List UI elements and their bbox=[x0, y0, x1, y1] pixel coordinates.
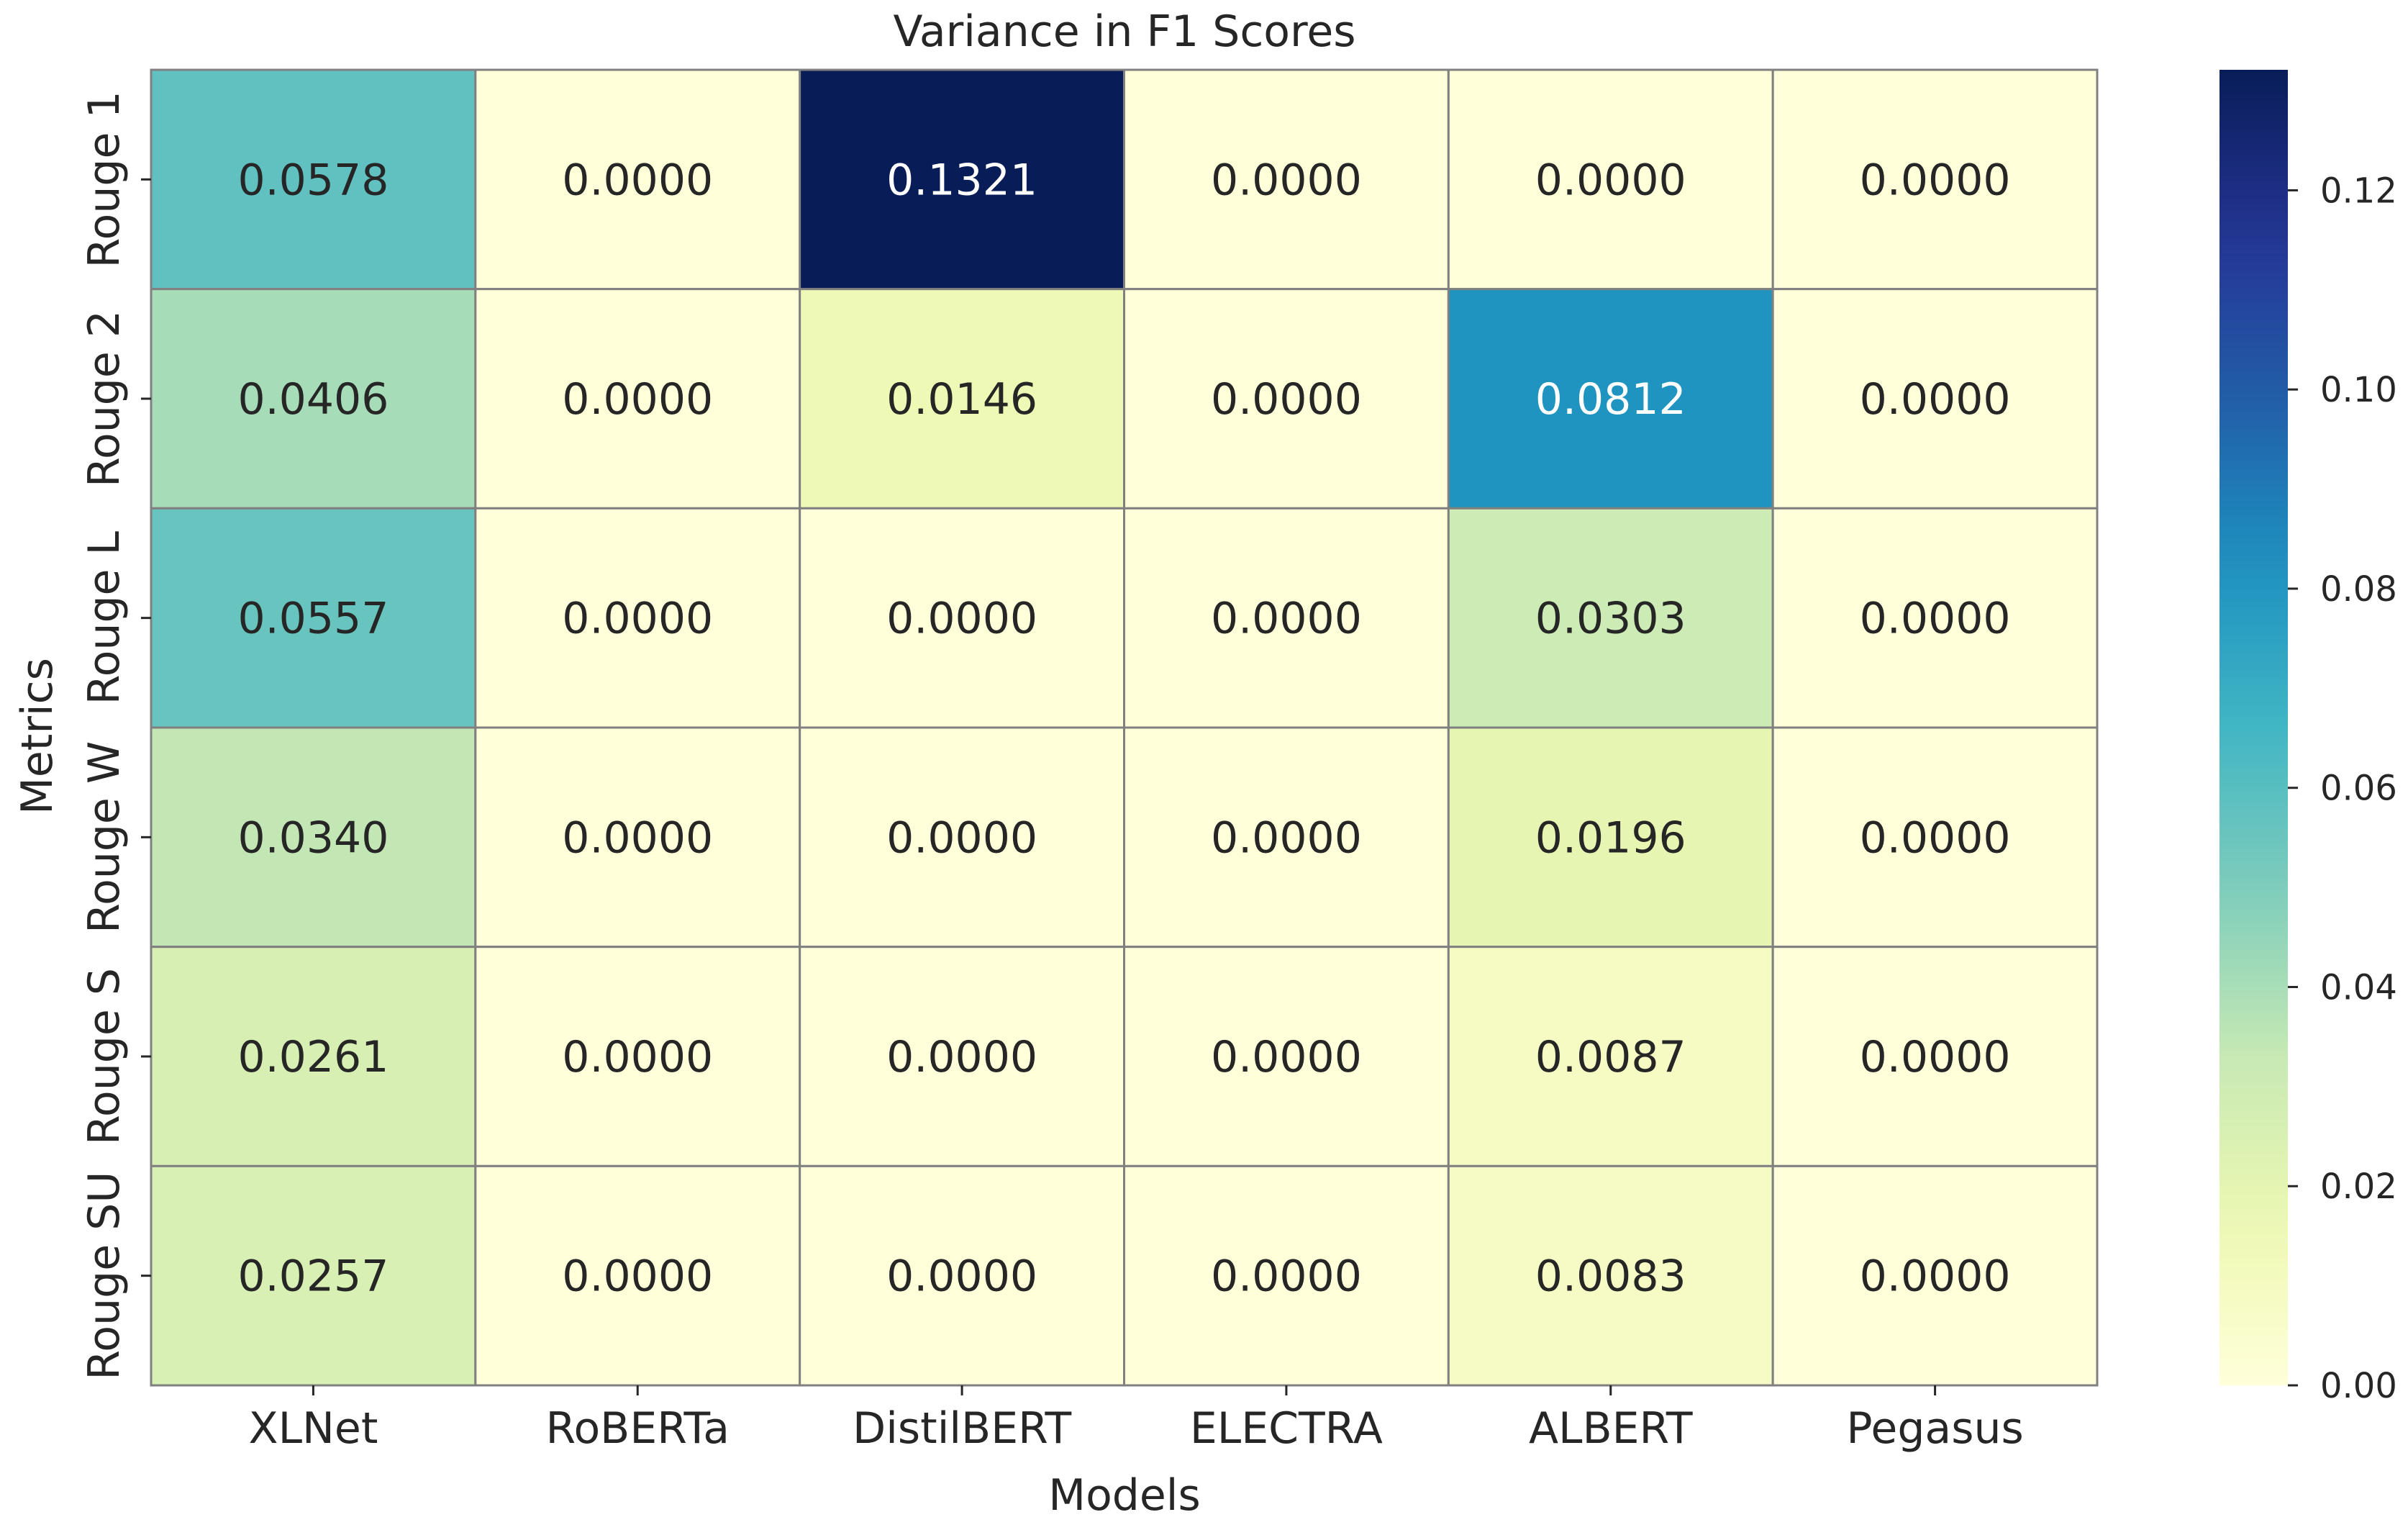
heatmap-cell bbox=[1123, 726, 1450, 949]
heatmap-cell bbox=[1447, 946, 1774, 1167]
y-axis: Rouge 1 Rouge 2 Rouge L Rouge W Rouge S Rouge… bbox=[79, 91, 151, 1380]
cell-value-label: 0.0146 bbox=[886, 374, 1037, 425]
heatmap-cell bbox=[1771, 507, 2099, 729]
cell-value-label: 0.0000 bbox=[886, 1032, 1037, 1082]
cell-value-label: 0.0000 bbox=[562, 594, 713, 644]
cell-value-label: 0.0812 bbox=[1535, 374, 1686, 425]
heatmap-grid: 0.0578 0.0000 0.1321 0.0000 0.0000 0.0000 0.04… bbox=[150, 68, 2099, 1387]
heatmap-cell bbox=[474, 288, 801, 510]
cell-value-label: 0.0000 bbox=[1860, 812, 2011, 863]
heatmap-cell bbox=[799, 68, 1125, 291]
cell-value-label: 0.0087 bbox=[1535, 1032, 1686, 1082]
heatmap-cell bbox=[474, 726, 801, 949]
cell-value-label: 0.0000 bbox=[1860, 155, 2011, 205]
cell-value-label: 0.0000 bbox=[1860, 374, 2011, 425]
colorbar-tick-label: 0.00 bbox=[2320, 1366, 2397, 1406]
cell-value-label: 0.0000 bbox=[562, 155, 713, 205]
heatmap-cell bbox=[1447, 507, 1774, 729]
heatmap-cell bbox=[474, 68, 801, 291]
cell-value-label: 0.0000 bbox=[1860, 1251, 2011, 1302]
heatmap-cell bbox=[150, 726, 477, 949]
x-tick-label: XLNet bbox=[248, 1403, 378, 1454]
colorbar-tick-label: 0.04 bbox=[2320, 967, 2397, 1008]
heatmap-cell bbox=[799, 946, 1125, 1167]
x-tick-label: ELECTRA bbox=[1190, 1403, 1383, 1454]
y-tick-label: Rouge L bbox=[79, 530, 130, 705]
cell-value-label: 0.0000 bbox=[562, 1251, 713, 1302]
colorbar-tick-label: 0.10 bbox=[2320, 370, 2397, 410]
cell-value-label: 0.1321 bbox=[886, 155, 1037, 205]
heatmap-cell bbox=[150, 68, 477, 291]
cell-value-label: 0.0000 bbox=[562, 812, 713, 863]
cell-value-label: 0.0000 bbox=[1211, 594, 1362, 644]
y-tick-label: Rouge 2 bbox=[79, 310, 130, 487]
y-tick-label: Rouge 1 bbox=[79, 91, 130, 268]
cell-value-label: 0.0000 bbox=[1535, 155, 1686, 205]
cell-value-label: 0.0000 bbox=[886, 812, 1037, 863]
heatmap-cell bbox=[1123, 507, 1450, 729]
y-tick-label: Rouge W bbox=[79, 741, 130, 933]
y-axis-label: Metrics bbox=[12, 658, 63, 815]
colorbar-tick-label: 0.02 bbox=[2320, 1167, 2397, 1207]
y-tick-label: Rouge S bbox=[79, 968, 130, 1145]
colorbar: 0.00 0.02 0.04 0.06 0.08 0.10 0.12 bbox=[2220, 70, 2397, 1406]
colorbar-tick-label: 0.08 bbox=[2320, 569, 2397, 610]
cell-value-label: 0.0000 bbox=[1211, 374, 1362, 425]
heatmap-cell bbox=[1771, 1164, 2099, 1387]
cell-value-label: 0.0340 bbox=[237, 812, 389, 863]
cell-value-label: 0.0083 bbox=[1535, 1251, 1686, 1302]
cell-value-label: 0.0261 bbox=[237, 1032, 389, 1082]
heatmap-cell bbox=[1447, 68, 1774, 291]
colorbar-gradient bbox=[2220, 70, 2288, 1385]
cell-value-label: 0.0303 bbox=[1535, 594, 1686, 644]
heatmap-cell bbox=[1771, 288, 2099, 510]
heatmap-cell bbox=[799, 507, 1125, 729]
cell-value-label: 0.0000 bbox=[1211, 812, 1362, 863]
x-tick-label: RoBERTa bbox=[545, 1403, 730, 1454]
x-tick-label: DistilBERT bbox=[853, 1403, 1071, 1454]
heatmap-cell bbox=[150, 1164, 477, 1387]
cell-value-label: 0.0000 bbox=[1860, 594, 2011, 644]
x-axis-label: Models bbox=[1048, 1470, 1200, 1521]
cell-value-label: 0.0406 bbox=[237, 374, 389, 425]
colorbar-tick-label: 0.06 bbox=[2320, 769, 2397, 809]
colorbar-tick-label: 0.12 bbox=[2320, 171, 2397, 211]
cell-value-label: 0.0000 bbox=[562, 1032, 713, 1082]
cell-value-label: 0.0000 bbox=[1211, 1251, 1362, 1302]
heatmap-cell bbox=[1771, 946, 2099, 1167]
heatmap-cell bbox=[150, 507, 477, 729]
cell-value-label: 0.0000 bbox=[1211, 155, 1362, 205]
x-tick-label: Pegasus bbox=[1846, 1403, 2023, 1454]
heatmap-cell bbox=[1447, 1164, 1774, 1387]
cell-value-label: 0.0257 bbox=[237, 1251, 389, 1302]
x-tick-label: ALBERT bbox=[1529, 1403, 1693, 1454]
heatmap-cell bbox=[150, 946, 477, 1167]
heatmap-cell bbox=[1123, 288, 1450, 510]
heatmap-cell bbox=[474, 507, 801, 729]
heatmap-cell bbox=[1123, 946, 1450, 1167]
chart-title: Variance in F1 Scores bbox=[893, 6, 1355, 57]
y-tick-label: Rouge SU bbox=[79, 1172, 130, 1380]
cell-value-label: 0.0196 bbox=[1535, 812, 1686, 863]
cell-value-label: 0.0000 bbox=[886, 1251, 1037, 1302]
cell-value-label: 0.0578 bbox=[237, 155, 389, 205]
cell-value-label: 0.0000 bbox=[1860, 1032, 2011, 1082]
heatmap-cell bbox=[799, 726, 1125, 949]
cell-value-label: 0.0000 bbox=[886, 594, 1037, 644]
heatmap-cell bbox=[1447, 726, 1774, 949]
cell-value-label: 0.0000 bbox=[1211, 1032, 1362, 1082]
cell-value-label: 0.0557 bbox=[237, 594, 389, 644]
heatmap-cell bbox=[1771, 726, 2099, 949]
heatmap-cell bbox=[1771, 68, 2099, 291]
x-axis: XLNet RoBERTa DistilBERT ELECTRA ALBERT Pegas… bbox=[248, 1385, 2024, 1454]
heatmap-cell bbox=[1123, 68, 1450, 291]
cell-value-label: 0.0000 bbox=[562, 374, 713, 425]
